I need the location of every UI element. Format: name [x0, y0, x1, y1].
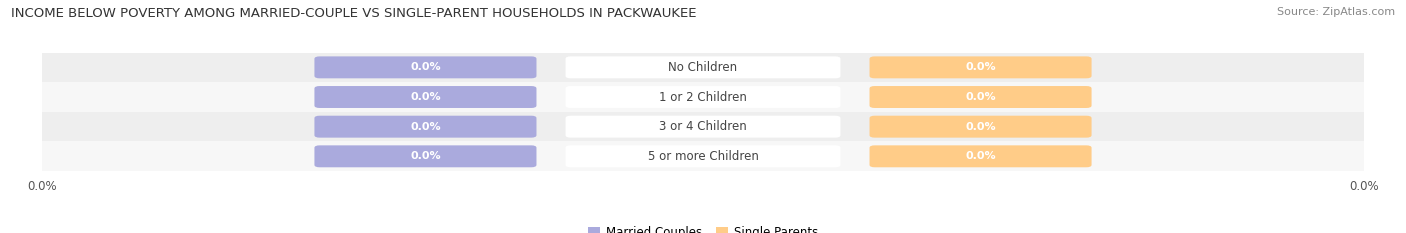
FancyBboxPatch shape: [315, 145, 537, 167]
Text: Source: ZipAtlas.com: Source: ZipAtlas.com: [1277, 7, 1395, 17]
Legend: Married Couples, Single Parents: Married Couples, Single Parents: [588, 226, 818, 233]
Text: 0.0%: 0.0%: [966, 151, 995, 161]
FancyBboxPatch shape: [315, 116, 537, 138]
Text: 0.0%: 0.0%: [966, 92, 995, 102]
Text: 0.0%: 0.0%: [411, 122, 440, 132]
Text: 0.0%: 0.0%: [966, 62, 995, 72]
Text: 5 or more Children: 5 or more Children: [648, 150, 758, 163]
Text: INCOME BELOW POVERTY AMONG MARRIED-COUPLE VS SINGLE-PARENT HOUSEHOLDS IN PACKWAU: INCOME BELOW POVERTY AMONG MARRIED-COUPL…: [11, 7, 697, 20]
FancyBboxPatch shape: [565, 116, 841, 138]
Text: 1 or 2 Children: 1 or 2 Children: [659, 90, 747, 103]
FancyBboxPatch shape: [565, 56, 841, 78]
FancyBboxPatch shape: [315, 56, 537, 78]
Text: 0.0%: 0.0%: [411, 62, 440, 72]
FancyBboxPatch shape: [565, 86, 841, 108]
Text: 0.0%: 0.0%: [966, 122, 995, 132]
FancyBboxPatch shape: [869, 116, 1091, 138]
FancyBboxPatch shape: [42, 141, 1364, 171]
FancyBboxPatch shape: [315, 86, 537, 108]
Text: 0.0%: 0.0%: [411, 151, 440, 161]
Text: No Children: No Children: [668, 61, 738, 74]
Text: 3 or 4 Children: 3 or 4 Children: [659, 120, 747, 133]
FancyBboxPatch shape: [869, 86, 1091, 108]
FancyBboxPatch shape: [565, 145, 841, 167]
FancyBboxPatch shape: [42, 82, 1364, 112]
FancyBboxPatch shape: [42, 52, 1364, 82]
FancyBboxPatch shape: [42, 112, 1364, 141]
Text: 0.0%: 0.0%: [411, 92, 440, 102]
FancyBboxPatch shape: [869, 56, 1091, 78]
FancyBboxPatch shape: [869, 145, 1091, 167]
